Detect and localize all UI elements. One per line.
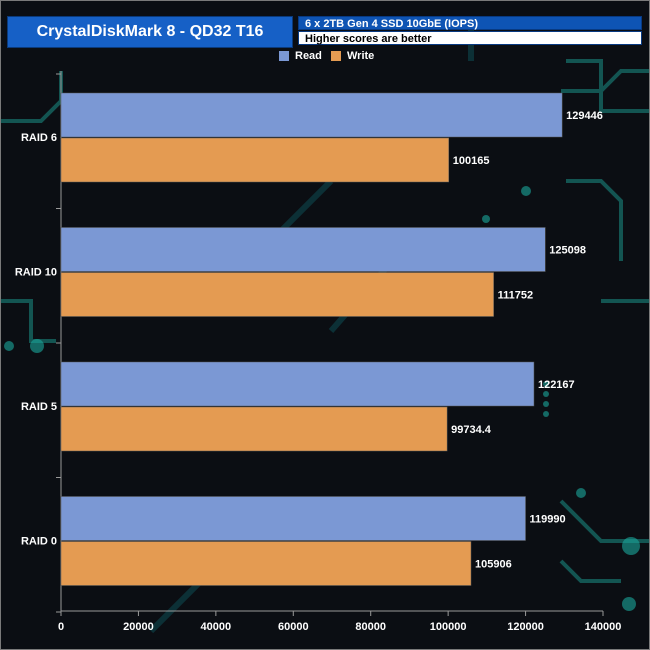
x-tick-label: 100000 (430, 621, 467, 633)
legend-swatch-read (279, 51, 289, 61)
chart-note: Higher scores are better (298, 31, 642, 45)
bar-read (60, 92, 563, 138)
x-tick-label: 120000 (507, 621, 544, 633)
bar-read (60, 227, 546, 272)
legend-item-write: Write (331, 50, 374, 62)
legend-item-read: Read (279, 50, 322, 62)
bar-write (60, 406, 448, 452)
chart-title: CrystalDiskMark 8 - QD32 T16 (7, 16, 293, 48)
bar-read (60, 361, 535, 407)
x-tick-label: 0 (58, 621, 64, 633)
x-tick-label: 40000 (201, 621, 232, 633)
data-label: 99734.4 (451, 424, 492, 436)
chart-subtitle: 6 x 2TB Gen 4 SSD 10GbE (IOPS) (298, 16, 642, 30)
bar-write (60, 272, 494, 317)
data-label: 122167 (538, 379, 575, 391)
x-tick-label: 80000 (355, 621, 386, 633)
x-tick-label: 60000 (278, 621, 309, 633)
x-tick-label: 140000 (585, 621, 622, 633)
legend-label-write: Write (347, 50, 375, 62)
category-label: RAID 10 (15, 267, 57, 279)
bar-read (60, 496, 526, 541)
data-label: 111752 (498, 290, 534, 302)
data-label: 129446 (566, 110, 603, 122)
data-label: 125098 (549, 245, 586, 257)
legend-label-read: Read (295, 50, 322, 62)
category-label: RAID 5 (21, 401, 57, 413)
category-label: RAID 6 (21, 132, 57, 144)
x-tick-label: 20000 (123, 621, 154, 633)
bar-write (60, 541, 472, 586)
data-label: 105906 (475, 559, 512, 571)
category-label: RAID 0 (21, 536, 57, 548)
data-label: 119990 (530, 514, 566, 526)
bar-write (60, 137, 450, 183)
data-label: 100165 (453, 155, 490, 167)
legend-swatch-write (331, 51, 341, 61)
